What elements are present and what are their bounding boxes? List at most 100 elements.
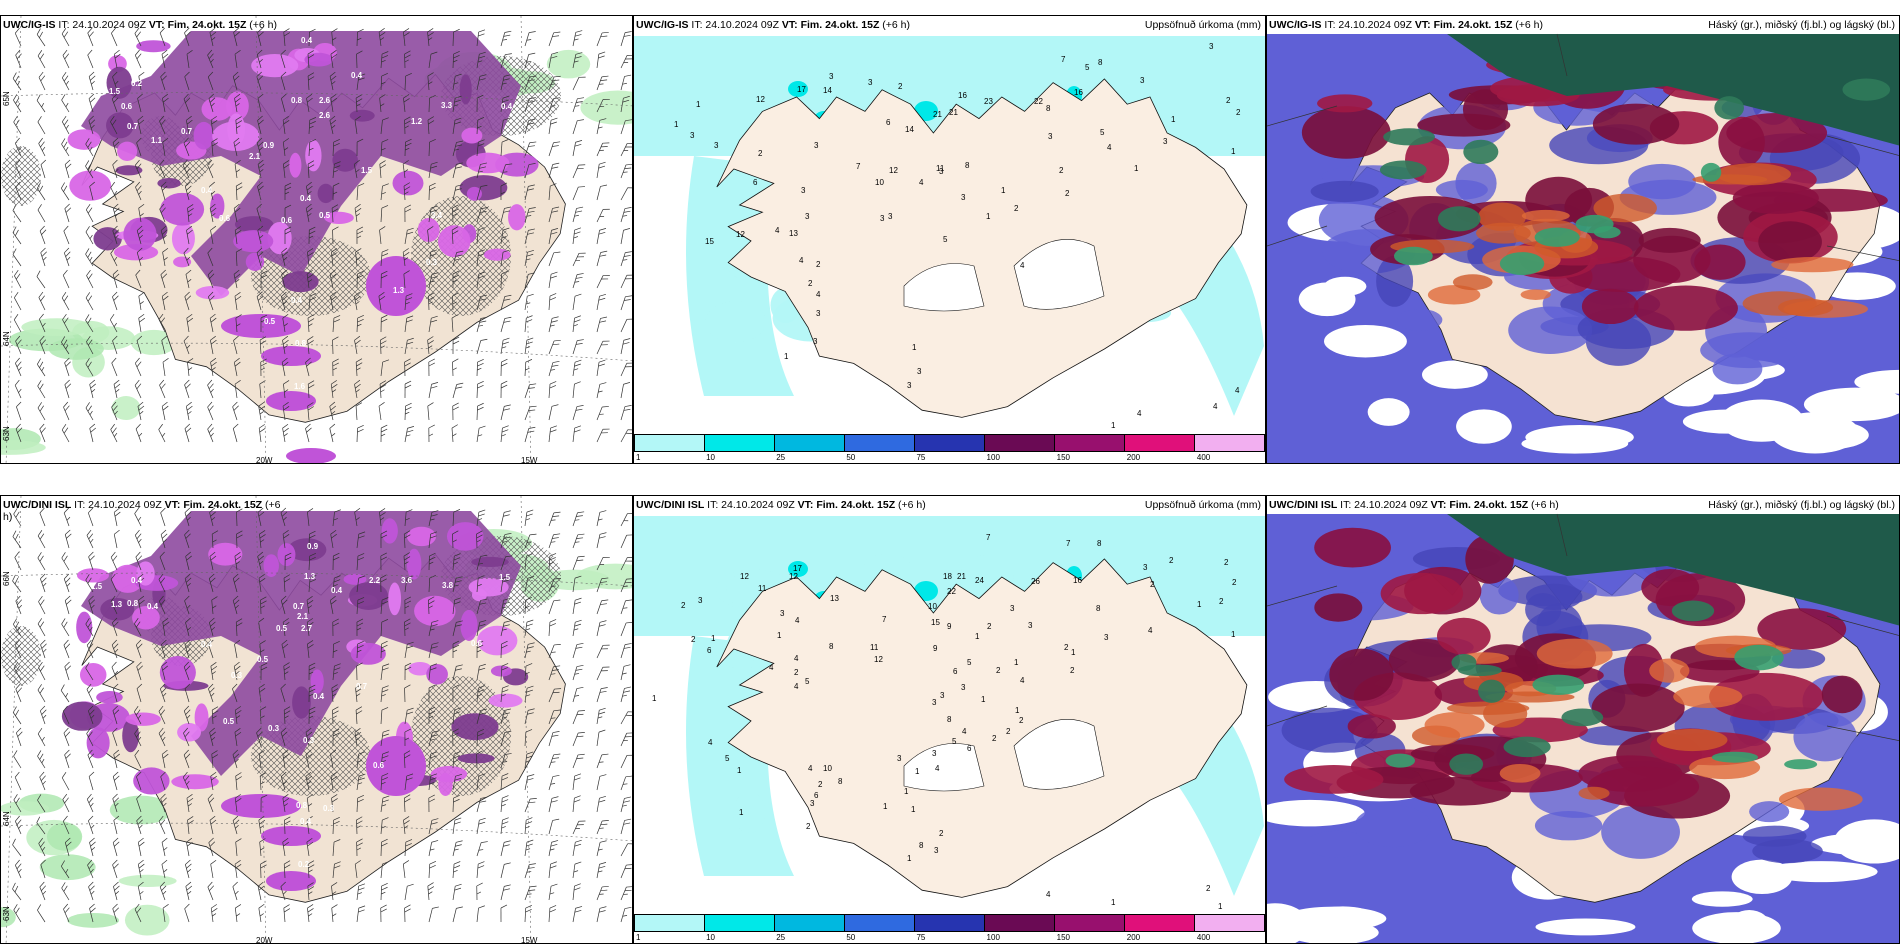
precip-value-label: 3 [868, 78, 873, 87]
precip-value-label: 2 [816, 260, 821, 269]
mid-cloud-orange [1390, 163, 1869, 318]
precip-value-label: 0.6 [373, 761, 385, 770]
precip-value-label: 3 [888, 212, 893, 221]
precip-value-label: 0.4 [313, 692, 325, 701]
precip-value-label: 1 [784, 352, 789, 361]
precip-value-label: 14 [823, 86, 832, 95]
precip-value-label: 2.1 [297, 612, 309, 621]
precip-value-label: 0.4 [201, 640, 213, 649]
precip-value-label: 0.4 [351, 71, 363, 80]
precip-value-label: 5 [805, 677, 810, 686]
precip-value-label: 3 [814, 141, 819, 150]
precip-value-label: 8 [1046, 104, 1051, 113]
colorbar-tick-label: 200 [1126, 453, 1141, 462]
precip-value-label: 14 [905, 125, 914, 134]
precip-value-label: 0.5 [264, 317, 276, 326]
precip-value-label: 0.7 [356, 682, 368, 691]
panel-title-right: Uppsöfnuð úrkoma (mm) [1144, 19, 1261, 31]
precip-value-label: 2 [806, 822, 811, 831]
map-canvas [1267, 513, 1899, 943]
colorbar-swatch [1195, 435, 1264, 451]
colorbar-swatch [775, 915, 845, 931]
precip-value-label: 8 [1096, 604, 1101, 613]
precip-value-label: 1 [1014, 658, 1019, 667]
axis-labels: 20W 15W 65N 64N 63N [2, 91, 538, 464]
colorbar-swatch [705, 915, 775, 931]
precip-value-label: 1 [915, 767, 920, 776]
precip-value-label: 11 [870, 643, 879, 652]
graticule [1, 16, 632, 463]
precip-value-label: 1 [1218, 902, 1223, 911]
precip-value-label: 0.5 [319, 211, 331, 220]
map-canvas: 0.4 0.4 0.2 1.5 0.7 0.6 0.8 2.6 3.3 0.4 1.2 2.6 1.1 0… [1, 16, 632, 464]
precip-value-label: 4 [919, 178, 924, 187]
precip-value-label: 0.7 [127, 122, 139, 131]
precip-value-label: 4 [794, 682, 799, 691]
precip-value-label: 2 [939, 829, 944, 838]
precip-value-label: 3 [940, 691, 945, 700]
precip-value-label: 2 [758, 149, 763, 158]
precip-value-label: 16 [958, 91, 967, 100]
precip-value-label: 3 [1048, 132, 1053, 141]
high-cloud-area [1447, 514, 1899, 626]
panel-header: UWC/DINI ISL IT: 24.10.2024 09Z VT: Fim.… [636, 499, 926, 511]
axis-labels: 20W 15W 66N 64N 63N [2, 571, 538, 943]
precip-value-label: 0.8 [127, 599, 139, 608]
colorbar-swatch [1055, 435, 1125, 451]
precip-value-label: 12 [874, 655, 883, 664]
map-canvas [1267, 33, 1899, 463]
colorbar-tick-label: 25 [776, 453, 786, 462]
precip-value-label: 1.3 [304, 572, 316, 581]
lon-label-15w: 15W [521, 456, 538, 464]
precip-value-label: 10 [823, 764, 832, 773]
precip-value-label: 3 [961, 683, 966, 692]
precip-value-label: 2 [1070, 666, 1075, 675]
precip-value-label: 0.3 [268, 724, 280, 733]
precip-value-label: 11 [758, 584, 767, 593]
precip-value-label: 3 [961, 193, 966, 202]
colorbar-swatch [1055, 915, 1125, 931]
precip-value-label: 2.1 [249, 152, 261, 161]
precip-value-label: 9 [947, 622, 952, 631]
high-mid-cloud-area [1284, 527, 1872, 819]
bottom-middle-accum-precip-panel: UWC/DINI ISL IT: 24.10.2024 09Z VT: Fim.… [633, 495, 1266, 944]
panel-header: UWC/IG-IS IT: 24.10.2024 09Z VT: Fim. 24… [636, 19, 911, 31]
precip-value-label: 0.8 [291, 96, 303, 105]
precip-value-label: 5 [1085, 63, 1090, 72]
top-right-cloud-panel: UWC/IG-IS IT: 24.10.2024 09Z VT: Fim. 24… [1266, 15, 1900, 464]
precip-value-label: 0.2 [298, 860, 310, 869]
precip-value-label: 0.5 [223, 717, 235, 726]
precip-value-label: 2 [992, 734, 997, 743]
precip-value-label: 3 [897, 754, 902, 763]
precip-value-label: 1 [711, 634, 716, 643]
precip-value-label: 1 [1171, 115, 1176, 124]
precip-value-label: 3 [829, 72, 834, 81]
precip-value-label: 3 [1104, 633, 1109, 642]
precip-value-label: 1 [986, 212, 991, 221]
panel-header: UWC/IG-IS IT: 24.10.2024 09Z VT: Fim. 24… [1269, 19, 1544, 31]
lat-label: 65N [2, 91, 11, 106]
precip-value-label: 3 [1010, 604, 1015, 613]
precip-value-label: 0.6 [219, 214, 231, 223]
precip-value-label: 4 [935, 764, 940, 773]
precip-value-label: 1 [1231, 147, 1236, 156]
precip-value-label: 8 [1098, 58, 1103, 67]
precip-value-label: 0.4 [300, 817, 312, 826]
colorbar-tick-label: 100 [986, 933, 1000, 942]
precip-value-label: 2 [1226, 96, 1231, 105]
glacier [1013, 239, 1105, 310]
precip-value-label: 0.3 [231, 671, 243, 680]
precip-value-label: 7 [1066, 539, 1071, 548]
precip-value-label: 0.5 [276, 624, 288, 633]
precip-value-label: 3 [698, 596, 703, 605]
precip-value-label: 1 [652, 694, 657, 703]
bottom-left-wind-precip-panel: UWC/DINI ISL IT: 24.10.2024 09Z VT: Fim.… [0, 495, 633, 944]
precip-value-label: 0.8 [296, 801, 308, 810]
colorbar-swatch [985, 435, 1055, 451]
precip-value-label: 12 [756, 95, 765, 104]
precip-value-label: 7 [986, 533, 991, 542]
map-canvas: 0.90.41.51.3 0.8 0.41.3 2.2 3.6 1.53.80.40.72… [1, 496, 632, 943]
precip-value-label: 2 [898, 82, 903, 91]
